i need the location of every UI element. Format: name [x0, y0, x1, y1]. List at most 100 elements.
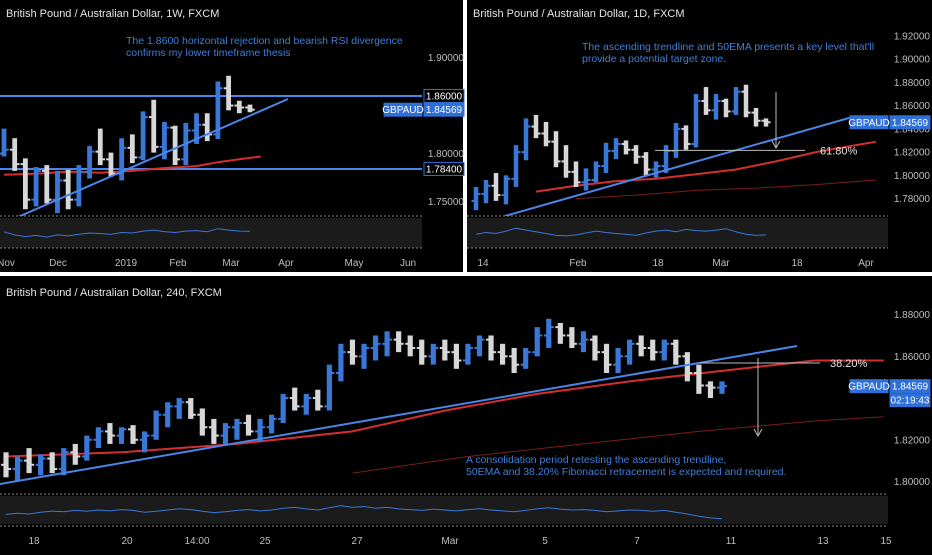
h4-price-tag-label: GBPAUD	[848, 382, 890, 393]
weekly-ohlc-bar	[41, 165, 52, 204]
h4-price-tag	[889, 379, 931, 394]
h4-ohlc-bar	[104, 423, 115, 444]
h4-ohlc-bar	[335, 343, 346, 382]
h4-ohlc-bar	[35, 454, 46, 476]
daily-ohlc-bar	[481, 179, 491, 204]
h4-ohlc-bar	[416, 339, 427, 365]
weekly-x-tick: Apr	[278, 258, 294, 269]
h4-ohlc-bar	[128, 425, 139, 444]
weekly-ema50-line	[3, 155, 261, 176]
h4-x-tick: 25	[259, 536, 271, 547]
daily-ohlc-bar	[731, 87, 741, 115]
h4-ohlc-bar	[162, 402, 173, 428]
daily-y-tick: 1.84000	[894, 124, 931, 135]
daily-ohlc-bar	[741, 84, 751, 118]
weekly-x-tick: Feb	[169, 258, 187, 269]
daily-x-tick: Apr	[858, 258, 874, 269]
h4-plot-area	[0, 318, 884, 485]
h4-ohlc-bar	[428, 343, 439, 365]
daily-chart-title: British Pound / Australian Dollar, 1D, F…	[473, 8, 685, 20]
daily-chart-panel[interactable]: British Pound / Australian Dollar, 1D, F…	[467, 8, 931, 269]
weekly-ascending-trendline	[17, 98, 289, 216]
h4-annotation-line-2: 50EMA and 38.20% Fibonacci retracement i…	[466, 466, 786, 478]
daily-ascending-trendline	[504, 115, 857, 216]
weekly-chart-panel[interactable]: British Pound / Australian Dollar, 1W, F…	[0, 8, 465, 269]
h4-ohlc-bar	[659, 339, 670, 361]
daily-y-tick: 1.80000	[894, 171, 931, 182]
weekly-ohlc-bar	[0, 128, 9, 157]
daily-ohlc-bar	[661, 145, 671, 174]
h4-ohlc-bar	[359, 343, 369, 369]
h4-ohlc-bar	[81, 435, 92, 461]
h4-ohlc-bar	[497, 343, 508, 365]
h4-chart-panel[interactable]: British Pound / Australian Dollar, 240, …	[0, 287, 931, 547]
h4-ohlc-bar	[682, 352, 693, 382]
h4-ohlc-bar	[624, 339, 635, 365]
h4-target-arrow-head	[753, 428, 763, 438]
h4-ohlc-bar	[47, 452, 58, 474]
h4-ohlc-bar	[589, 335, 600, 361]
h4-ohlc-bar	[509, 347, 520, 374]
daily-ohlc-bar	[541, 121, 551, 147]
weekly-y-tick: 1.90000	[428, 53, 465, 64]
daily-y-tick: 1.92000	[894, 31, 931, 42]
h4-price-tag-label: 02:19:43	[891, 396, 930, 407]
h4-x-tick: 15	[880, 536, 892, 547]
daily-ohlc-bar	[751, 107, 761, 127]
daily-ohlc-bar	[671, 123, 681, 158]
daily-y-tick: 1.88000	[894, 78, 931, 89]
h4-price-tag	[889, 393, 931, 408]
panel-divider-vertical	[463, 0, 467, 272]
h4-y-tick: 1.88000	[894, 310, 931, 321]
daily-x-tick: Mar	[712, 258, 730, 269]
weekly-price-tag	[383, 102, 423, 117]
daily-price-tag	[889, 115, 931, 130]
daily-ohlc-bar	[701, 87, 711, 115]
daily-ohlc-bar	[621, 140, 631, 155]
h4-ohlc-bar	[566, 327, 577, 348]
h4-ohlc-bar	[151, 410, 162, 440]
daily-ohlc-bar	[571, 161, 581, 187]
h4-ema200-line	[352, 416, 884, 474]
daily-ohlc-bar	[681, 125, 691, 150]
h4-ohlc-bar	[12, 456, 23, 482]
h4-ohlc-bar	[451, 343, 462, 369]
h4-ohlc-bar	[601, 343, 612, 374]
daily-x-tick: 18	[791, 258, 803, 269]
h4-ohlc-bar	[1, 452, 11, 478]
weekly-plot-area	[0, 75, 422, 216]
h4-ohlc-bar	[139, 431, 150, 453]
h4-ohlc-bar	[393, 331, 404, 353]
h4-ohlc-bar	[266, 414, 277, 434]
daily-ohlc-bar	[641, 152, 651, 176]
h4-ema50-line	[5, 359, 884, 458]
weekly-y-tick: 1.75000	[428, 197, 465, 208]
h4-ascending-trendline	[0, 345, 798, 485]
h4-ohlc-bar	[243, 414, 254, 436]
daily-annotation-line-1: The ascending trendline and 50EMA presen…	[582, 41, 874, 53]
weekly-x-tick: Jun	[400, 258, 416, 269]
h4-x-tick: 5	[542, 536, 548, 547]
h4-ohlc-bar	[347, 339, 358, 365]
daily-plot-area	[471, 84, 877, 216]
h4-ohlc-bar	[58, 448, 69, 476]
daily-ohlc-bar	[651, 161, 661, 178]
daily-ohlc-bar	[501, 175, 511, 205]
h4-ohlc-bar	[370, 335, 381, 361]
h4-ohlc-bar	[208, 418, 219, 444]
daily-ema50-line	[535, 140, 877, 193]
h4-ohlc-bar	[613, 347, 624, 374]
daily-ohlc-bar	[561, 145, 571, 178]
daily-y-tick: 1.82000	[894, 148, 931, 159]
weekly-ohlc-bar	[20, 158, 31, 210]
weekly-x-tick: Dec	[49, 258, 67, 269]
h4-fib-label: 38.20%	[830, 358, 868, 370]
h4-ohlc-bar	[382, 331, 393, 357]
h4-ohlc-bar	[670, 339, 681, 365]
h4-ohlc-bar	[116, 427, 127, 444]
daily-price-tag-label: 1.84569	[892, 118, 929, 129]
weekly-price-tag	[423, 102, 465, 117]
daily-y-tick: 1.86000	[894, 101, 931, 112]
h4-x-tick: Mar	[441, 536, 459, 547]
weekly-oscillator-pane	[0, 218, 422, 248]
